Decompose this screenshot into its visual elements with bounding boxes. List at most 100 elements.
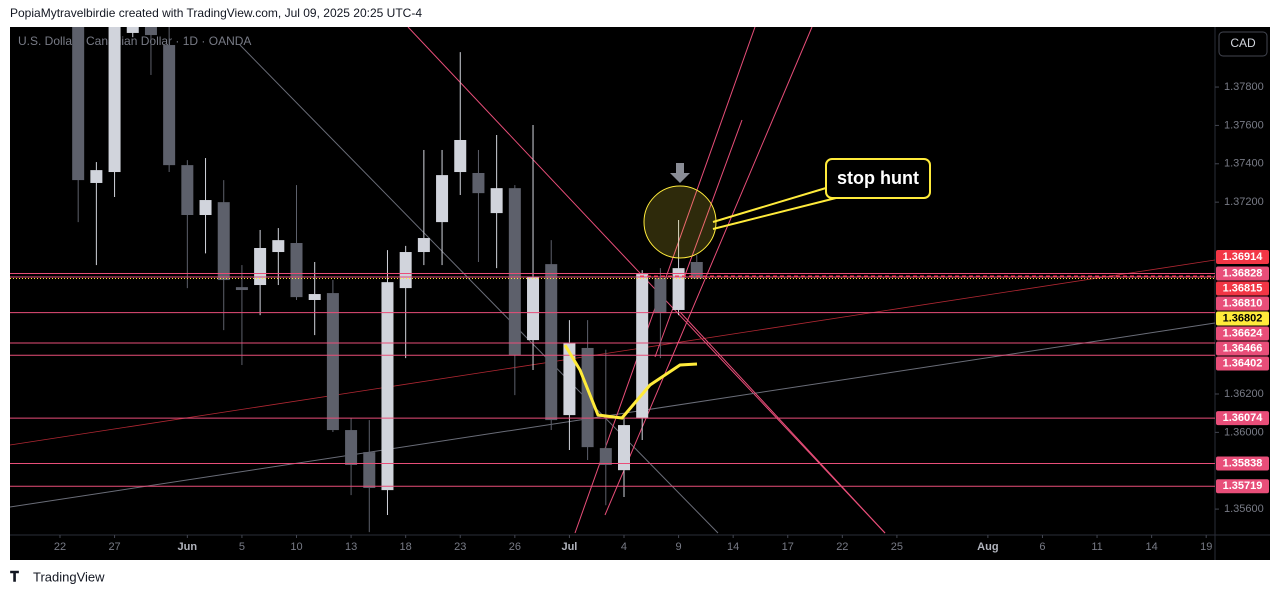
price-label-bg (1216, 281, 1269, 296)
candle-body (290, 243, 303, 298)
candle-body (508, 188, 521, 356)
callout-line (712, 187, 827, 223)
x-tick-label: Jun (178, 541, 198, 553)
trend-line (10, 322, 1215, 508)
price-label: 1.36624 (1223, 327, 1264, 339)
x-tick-label: 25 (891, 541, 903, 553)
x-tick-label: 22 (836, 541, 848, 553)
trend-line (604, 27, 813, 516)
candle-body (254, 248, 267, 286)
candle-body (672, 268, 685, 310)
price-label-bg (1216, 250, 1269, 265)
y-tick-label: 1.37800 (1224, 81, 1264, 93)
candle-body (345, 430, 358, 465)
y-tick-label: 1.36200 (1224, 388, 1264, 400)
candle-body (654, 278, 667, 314)
candle-body (181, 165, 194, 216)
price-label-bg (1216, 296, 1269, 311)
candle-body (436, 175, 449, 223)
callout-line (712, 197, 837, 230)
x-tick-label: 14 (727, 541, 739, 553)
x-tick-label: 22 (54, 541, 66, 553)
candle-body (72, 27, 85, 181)
candle-body (108, 27, 121, 173)
annotations: stop hunt (563, 158, 931, 420)
candle-body (381, 282, 394, 491)
trend-line (654, 119, 743, 358)
y-tick-label: 1.35600 (1224, 503, 1264, 515)
candle-body (126, 27, 139, 33)
highlight-circle (643, 185, 717, 259)
candle-body (490, 188, 503, 214)
candle-body (690, 262, 703, 279)
price-label-bg (1216, 411, 1269, 426)
candle-body (636, 274, 649, 419)
arrow-icon (670, 163, 690, 183)
logo-mark: 𝐓 (10, 569, 19, 585)
candle-body (199, 200, 212, 216)
footer-brand: TradingView (33, 569, 105, 584)
plot (10, 27, 1215, 533)
candle-body (308, 294, 321, 300)
candle-body (545, 264, 558, 421)
x-tick-label: 4 (621, 541, 627, 553)
trend-line (239, 44, 719, 534)
x-tick-label: 18 (400, 541, 412, 553)
candle-body (563, 342, 576, 416)
x-tick-label: 9 (676, 541, 682, 553)
path-drawing (563, 344, 698, 420)
price-label-bg (1216, 311, 1269, 326)
candle-body (235, 287, 248, 291)
x-tick-label: 13 (345, 541, 357, 553)
price-label-bg (1216, 341, 1269, 356)
callout-box (825, 158, 931, 199)
candle-body (399, 252, 412, 289)
price-label: 1.36402 (1223, 357, 1263, 369)
x-tick-label: Aug (977, 541, 998, 553)
x-tick-label: 6 (1039, 541, 1045, 553)
price-label-bg (1216, 356, 1269, 371)
x-tick-label: 11 (1091, 541, 1102, 553)
price-label: 1.35719 (1223, 480, 1263, 492)
candle-body (326, 293, 339, 431)
candle-body (417, 238, 430, 253)
callout-text: stop hunt (837, 168, 919, 188)
y-tick-label: 1.36000 (1224, 426, 1264, 438)
symbol-legend: U.S. Dollar / Canadian Dollar · 1D · OAN… (18, 34, 251, 48)
y-tick-label: 1.37600 (1224, 119, 1264, 131)
x-tick-label: Jul (561, 541, 577, 553)
candle-body (90, 170, 103, 183)
header-text: PopiaMytravelbirdie created with Trading… (10, 6, 422, 20)
y-tick-label: 1.37200 (1224, 196, 1264, 208)
price-label: 1.36810 (1223, 297, 1263, 309)
price-label-bg (1216, 266, 1269, 281)
x-tick-label: 17 (782, 541, 794, 553)
x-tick-label: 23 (454, 541, 466, 553)
price-label: 1.36828 (1223, 267, 1263, 279)
y-tick-label: 1.37400 (1224, 158, 1264, 170)
x-tick-label: 10 (290, 541, 302, 553)
price-label: 1.36466 (1223, 342, 1263, 354)
x-tick-label: 14 (1145, 541, 1157, 553)
x-tick-label: 19 (1200, 541, 1212, 553)
price-label-bg (1216, 326, 1269, 341)
candle-body (617, 425, 630, 471)
price-label: 1.36802 (1223, 312, 1263, 324)
trend-line (679, 311, 886, 534)
price-label: 1.36914 (1223, 251, 1264, 263)
candle-body (472, 172, 485, 194)
currency-label[interactable]: CAD (1230, 36, 1256, 50)
candle-body (217, 202, 230, 281)
candle-body (144, 27, 157, 36)
candle-body (363, 452, 376, 488)
price-label: 1.35838 (1223, 457, 1263, 469)
candle-body (527, 276, 540, 341)
candle-body (163, 45, 176, 166)
candle-body (581, 347, 594, 448)
price-label: 1.36074 (1223, 412, 1264, 424)
currency-button[interactable] (1218, 31, 1268, 57)
candle-body (454, 139, 467, 173)
x-tick-label: 26 (509, 541, 521, 553)
candle-body (272, 240, 285, 253)
